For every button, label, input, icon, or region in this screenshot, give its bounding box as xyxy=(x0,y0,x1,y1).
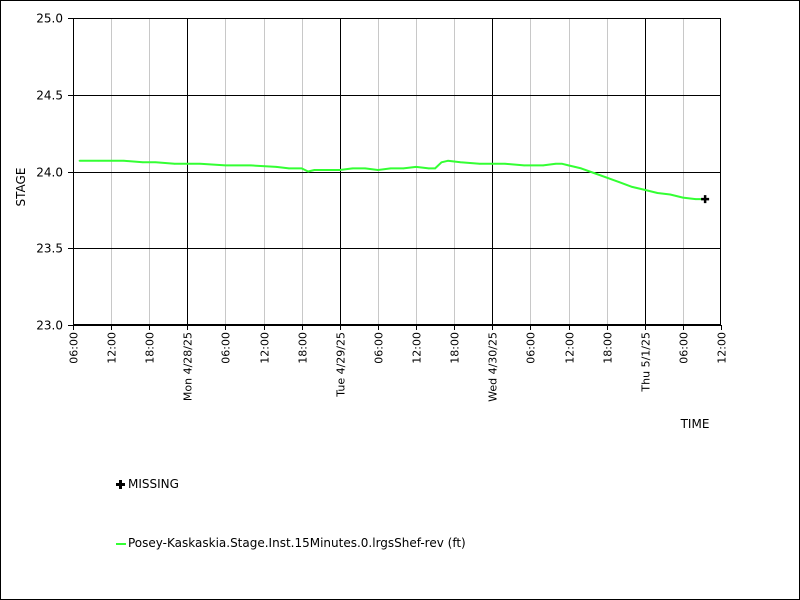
series-point xyxy=(580,167,582,170)
y-tick-label: 24.5 xyxy=(36,89,63,103)
series-point xyxy=(574,166,576,168)
series-point xyxy=(389,167,392,170)
series-point xyxy=(434,167,436,170)
series-point xyxy=(593,172,595,174)
series-point xyxy=(656,192,659,194)
series-point xyxy=(694,198,697,200)
series-point xyxy=(313,169,316,171)
series-point xyxy=(631,186,633,188)
series-point xyxy=(682,196,684,199)
series-point xyxy=(561,163,563,165)
series-point xyxy=(142,161,144,164)
series-point xyxy=(491,163,494,165)
x-tick-label: 06:00 xyxy=(220,332,233,364)
legend-series: Posey-Kaskaskia.Stage.Inst.15Minutes.0.l… xyxy=(116,536,466,550)
series-point xyxy=(351,167,354,170)
series-point xyxy=(275,166,278,168)
x-tick-label: 12:00 xyxy=(259,332,272,364)
plot-area xyxy=(73,18,721,325)
missing-marker-icon xyxy=(116,480,125,489)
legend-series-label: Posey-Kaskaskia.Stage.Inst.15Minutes.0.l… xyxy=(128,536,466,550)
x-tick-label: Mon 4/28/25 xyxy=(182,332,195,401)
series-point xyxy=(339,169,341,171)
series-point xyxy=(402,167,405,170)
y-axis-title: STAGE xyxy=(14,168,28,207)
series-point xyxy=(173,163,176,165)
series-point xyxy=(504,163,506,165)
series-point xyxy=(326,169,328,171)
x-tick-label: Wed 4/30/25 xyxy=(487,332,500,402)
series-point xyxy=(415,166,417,168)
x-tick-label: 18:00 xyxy=(297,332,310,364)
x-tick-label: 18:00 xyxy=(602,332,615,364)
x-tick-label: 12:00 xyxy=(106,332,119,364)
series-line-icon xyxy=(116,542,126,545)
x-tick-label: 18:00 xyxy=(144,332,157,364)
x-tick-label: 12:00 xyxy=(411,332,424,364)
x-tick-label: 12:00 xyxy=(564,332,577,364)
missing-marker xyxy=(701,195,710,204)
x-tick-label: 18:00 xyxy=(449,332,462,364)
series-point xyxy=(555,163,557,165)
x-tick-label: 12:00 xyxy=(716,332,729,364)
series-point xyxy=(224,164,227,167)
series-point xyxy=(123,160,125,162)
series-point xyxy=(97,160,100,162)
series-point xyxy=(669,193,671,196)
x-tick-label: 06:00 xyxy=(373,332,386,364)
series-point xyxy=(78,160,81,162)
series-point xyxy=(300,167,303,170)
series-point xyxy=(605,176,608,179)
series-point xyxy=(542,164,544,167)
x-tick-label: 06:00 xyxy=(678,332,691,364)
series-point xyxy=(478,163,481,165)
series-point xyxy=(459,161,462,164)
series-point xyxy=(618,181,621,183)
y-tick-label: 23.5 xyxy=(36,242,63,256)
series-point xyxy=(364,167,367,170)
series-point xyxy=(428,167,430,170)
legend-missing: MISSING xyxy=(116,477,179,491)
series-point xyxy=(199,163,201,165)
x-axis-title: TIME xyxy=(680,417,710,431)
legend-missing-label: MISSING xyxy=(128,477,179,491)
series-point xyxy=(523,164,525,167)
series-point xyxy=(288,167,290,170)
series-point xyxy=(250,164,252,167)
x-tick-label: 06:00 xyxy=(68,332,81,364)
series-point xyxy=(447,160,449,162)
series-point xyxy=(644,189,646,191)
series-point xyxy=(154,161,157,164)
x-tick-label: Thu 5/1/25 xyxy=(640,332,653,393)
y-tick-label: 23.0 xyxy=(36,319,63,333)
series-point xyxy=(567,164,570,167)
y-tick-label: 24.0 xyxy=(36,166,63,180)
plot-border xyxy=(73,18,721,325)
series-point xyxy=(307,170,309,173)
y-tick-label: 25.0 xyxy=(36,12,63,26)
series-point xyxy=(440,161,443,164)
x-tick-label: Tue 4/29/25 xyxy=(335,332,348,398)
series-point xyxy=(377,169,379,171)
x-tick-label: 06:00 xyxy=(525,332,538,364)
